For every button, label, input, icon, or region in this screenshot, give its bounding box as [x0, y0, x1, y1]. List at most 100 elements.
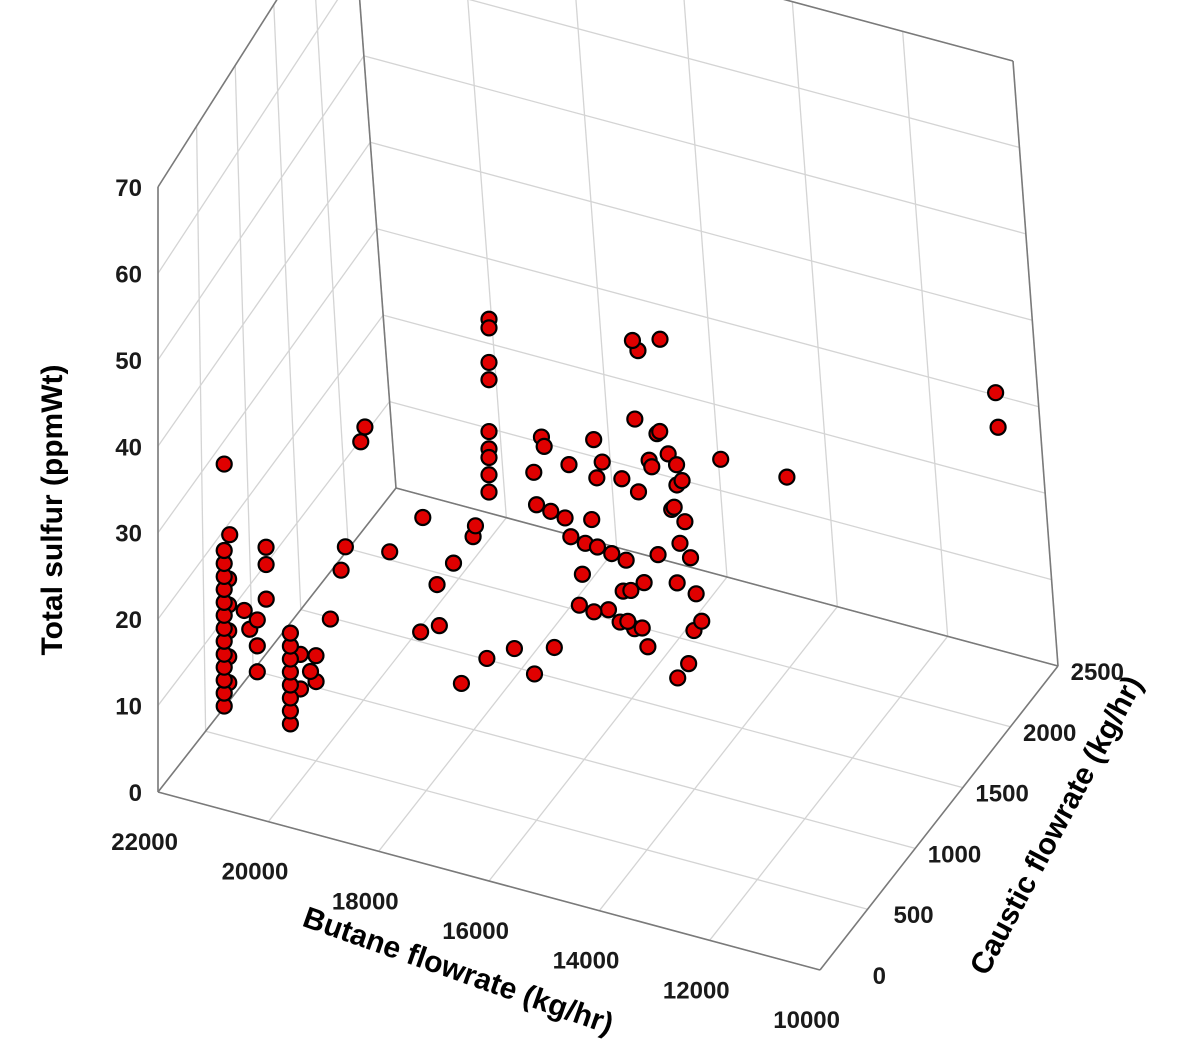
data-point [693, 612, 711, 630]
data-point [257, 590, 275, 608]
floor-gridline-x [598, 606, 838, 912]
z-tick-label: 40 [115, 434, 142, 461]
left-wall-gridline-vertical [315, 0, 350, 549]
data-point [676, 513, 694, 531]
left-wall-top-edge [157, 0, 278, 188]
data-point [556, 509, 574, 527]
floor-gridline-y [253, 669, 916, 850]
data-point [593, 453, 611, 471]
data-point [570, 596, 588, 614]
data-point [989, 418, 1007, 436]
data-point [307, 647, 325, 665]
data-point [480, 448, 498, 467]
data-point [643, 458, 661, 476]
data-point [356, 418, 374, 436]
data-point [466, 517, 485, 535]
data-point [681, 549, 700, 567]
data-point [635, 574, 653, 592]
data-point [444, 554, 463, 572]
back-wall-gridline-vertical [902, 31, 949, 637]
back-wall-gridline-vertical [359, 0, 397, 489]
data-point [430, 617, 448, 635]
data-point [527, 496, 546, 514]
data-point [535, 437, 553, 456]
left-wall-gridline-horizontal [157, 401, 391, 706]
back-wall-gridline-horizontal [363, 55, 1027, 235]
data-point [585, 603, 603, 621]
data-point [599, 601, 618, 619]
floor-gridline-y [205, 730, 868, 910]
data-point [603, 544, 621, 563]
data-point [281, 624, 299, 642]
data-point [248, 663, 266, 681]
z-tick-label: 70 [115, 175, 142, 202]
data-point [639, 638, 657, 656]
x-tick-label: 10000 [773, 1007, 840, 1034]
back-wall-gridline-horizontal [382, 314, 1046, 494]
left-wall-gridline-vertical [273, 4, 302, 610]
z-tick-label: 20 [115, 607, 142, 634]
data-point [480, 353, 498, 372]
data-point [525, 463, 543, 481]
floor-back-edge [395, 487, 1059, 667]
data-point [651, 330, 669, 348]
data-point [412, 623, 430, 641]
y-tick-label: 1000 [928, 841, 981, 868]
floor-gridline-x [378, 546, 618, 852]
data-point [480, 422, 498, 441]
grid-layer [157, 0, 1059, 971]
y-axis-title: Caustic flowrate (kg/hr) [964, 671, 1150, 981]
left-wall-gridline-horizontal [157, 55, 365, 361]
data-point [321, 610, 339, 628]
data-point [617, 551, 635, 569]
y-tick-label: 500 [894, 902, 934, 929]
data-point [542, 502, 560, 520]
data-point [248, 611, 266, 629]
data-point [414, 508, 432, 527]
z-tick-label: 60 [115, 261, 142, 288]
z-tick-label: 30 [115, 521, 142, 548]
floor-gridline-y [300, 608, 963, 789]
data-point [622, 581, 640, 600]
x-tick-label: 14000 [553, 948, 620, 975]
data-point [629, 483, 648, 501]
y-tick-label: 2500 [1071, 659, 1124, 686]
data-point [248, 637, 266, 655]
data-point [673, 472, 691, 490]
data-point [452, 674, 471, 693]
back-wall-gridline-vertical [467, 0, 507, 518]
back-wall-gridline-horizontal [370, 141, 1033, 321]
data-point [649, 546, 667, 564]
back-wall-top-edge [783, 0, 1014, 62]
data-point [257, 555, 275, 574]
data-point [480, 371, 498, 389]
left-wall-gridline-horizontal [157, 0, 278, 188]
data-point [613, 470, 631, 488]
data-point [668, 574, 686, 592]
data-point [381, 543, 399, 561]
y-axis-line [819, 665, 1059, 971]
data-point [301, 662, 320, 681]
ticks-layer: 0102030405060702200020000180001600014000… [111, 175, 1124, 1034]
back-wall-gridline-horizontal [389, 400, 1052, 581]
data-point [480, 466, 498, 484]
data-point [665, 498, 683, 516]
data-point [525, 665, 544, 683]
left-wall-gridline-vertical [359, 0, 397, 489]
floor-gridline-y [348, 548, 1011, 728]
data-point [626, 410, 644, 428]
data-point [215, 541, 233, 560]
data-point [588, 469, 606, 487]
data-point [562, 528, 580, 546]
data-point [667, 456, 686, 474]
back-corner-edge [358, 0, 397, 489]
left-wall-gridline-horizontal [157, 228, 378, 534]
data-point [585, 431, 603, 449]
data-point [505, 639, 524, 658]
back-wall-gridline-horizontal [376, 228, 1039, 408]
data-point [651, 422, 669, 441]
back-wall-gridline-vertical [575, 0, 618, 548]
z-tick-label: 50 [115, 348, 142, 375]
z-tick-label: 10 [115, 694, 142, 721]
